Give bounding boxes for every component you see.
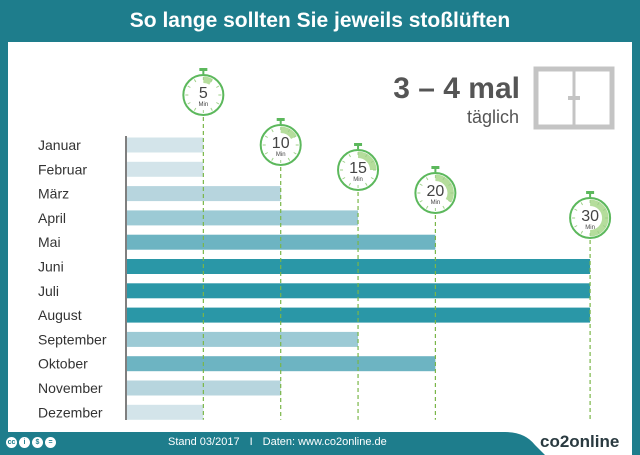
category-label: Juni (38, 259, 64, 275)
category-label: April (38, 210, 66, 226)
by-icon: i (19, 437, 30, 448)
frequency-big: 3 – 4 mal (393, 72, 520, 105)
stopwatch-unit: Min (353, 177, 363, 183)
category-label: Oktober (38, 356, 88, 372)
category-label: Mai (38, 234, 61, 250)
footer-info: Stand 03/2017 I Daten: www.co2online.de (168, 436, 387, 448)
footer-stand: Stand 03/2017 (168, 436, 240, 448)
stopwatch-value: 10 (272, 135, 290, 152)
bar-april (127, 210, 359, 226)
stopwatch-value: 30 (581, 208, 599, 225)
bar-juni (127, 259, 591, 274)
license-icons: cc i $ = (6, 437, 56, 448)
stopwatch-unit: Min (431, 200, 441, 206)
footer-logo-area (505, 432, 632, 455)
frequency-small: täglich (467, 107, 519, 127)
page-title: So lange sollten Sie jeweils stoßlüften (129, 9, 511, 32)
nc-icon: $ (32, 437, 43, 448)
category-label: Januar (38, 137, 81, 153)
bar-februar (127, 161, 204, 177)
bar-november (127, 380, 281, 396)
stopwatch-value: 15 (349, 160, 367, 177)
category-label: Juli (38, 283, 59, 299)
category-label: September (38, 331, 107, 347)
stopwatch-unit: Min (199, 102, 209, 108)
bar-märz (127, 186, 281, 202)
co2online-logo[interactable]: co2online (540, 432, 620, 451)
bar-mai (127, 234, 436, 250)
bar-august (127, 307, 591, 323)
stopwatch-value: 20 (427, 183, 445, 200)
cc-icon: cc (6, 437, 17, 448)
category-label: Dezember (38, 404, 103, 420)
footer-source-link[interactable]: Daten: www.co2online.de (262, 436, 387, 448)
stopwatch-unit: Min (276, 152, 286, 158)
stopwatch-unit: Min (585, 225, 595, 231)
footer-separator: I (249, 436, 253, 448)
category-label: Februar (38, 161, 87, 177)
category-label: März (38, 186, 69, 202)
bar-januar (127, 137, 204, 153)
nd-icon: = (45, 437, 56, 448)
bar-dezember (127, 404, 204, 420)
stopwatch-value: 5 (199, 85, 208, 102)
category-label: November (38, 380, 103, 396)
bar-september (127, 331, 359, 347)
window-icon (533, 66, 615, 130)
category-label: August (38, 307, 82, 323)
